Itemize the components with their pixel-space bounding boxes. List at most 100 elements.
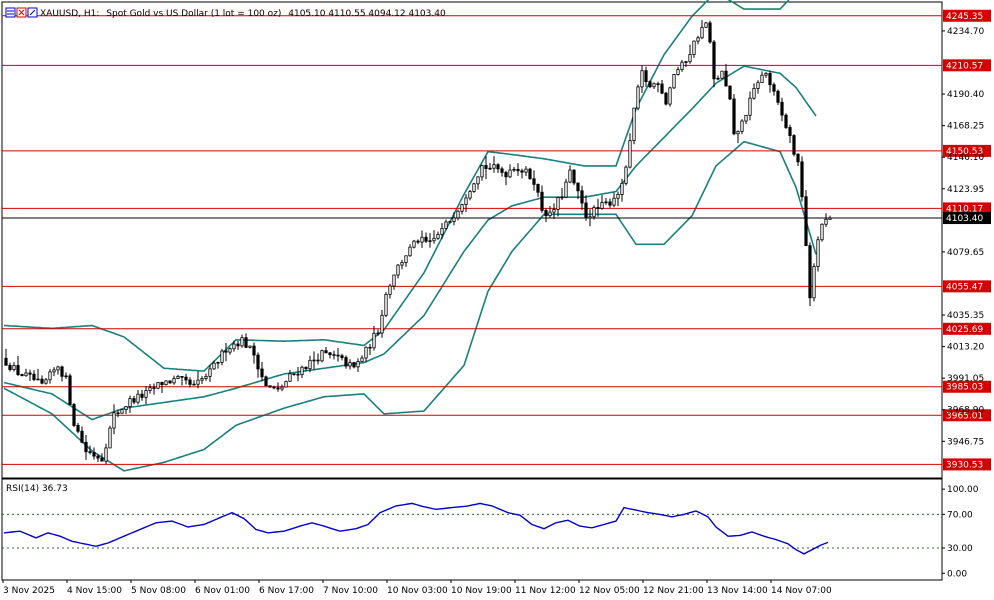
candle — [660, 79, 664, 95]
candle — [336, 347, 340, 362]
candle — [380, 309, 384, 338]
candle — [608, 198, 612, 208]
candle — [24, 368, 28, 377]
candle — [556, 196, 560, 217]
candle — [252, 342, 256, 364]
candle — [136, 390, 140, 405]
rsi-plot-area — [1, 478, 943, 581]
candle — [396, 264, 400, 279]
candle — [680, 59, 684, 72]
candle — [272, 385, 276, 390]
candle — [4, 348, 8, 366]
time-tick-label: 10 Nov 19:00 — [451, 586, 512, 596]
candle — [812, 263, 816, 302]
candle — [796, 153, 800, 167]
price-tick-label: 4168.25 — [947, 122, 984, 132]
candle — [244, 333, 248, 348]
time-tick-label: 13 Nov 14:00 — [707, 586, 768, 596]
candle — [480, 164, 484, 181]
time-tick-label: 7 Nov 10:00 — [323, 586, 378, 596]
price-tick-label: 4123.95 — [947, 185, 984, 195]
candle — [364, 346, 368, 363]
candle — [440, 222, 444, 240]
level-price-tag — [943, 380, 991, 393]
candle — [644, 66, 648, 87]
candle — [452, 212, 456, 226]
candle — [668, 86, 672, 107]
svg-text:XAUUSD, H1: Spot Gold vs: XAUUSD, H1: Spot Gold vs US Dollar (1 lo… — [40, 9, 446, 19]
candle — [808, 242, 812, 307]
candle — [340, 353, 344, 361]
time-tick-label: 5 Nov 08:00 — [131, 586, 186, 596]
candle — [628, 133, 632, 169]
chart-header: XAUUSD, H1: Spot Gold vs US Dollar (1 lo… — [5, 7, 446, 494]
time-tick-label: 3 Nov 2025 — [3, 586, 55, 596]
candle — [260, 361, 264, 382]
candle — [584, 195, 588, 221]
candle — [344, 355, 348, 369]
candle — [60, 365, 64, 382]
candle — [604, 198, 608, 205]
time-tick-label: 6 Nov 17:00 — [259, 586, 314, 596]
candle — [20, 373, 24, 377]
candle — [588, 209, 592, 227]
time-tick-label: 6 Nov 01:00 — [195, 586, 250, 596]
candle — [140, 389, 144, 401]
candle — [420, 230, 424, 248]
candle — [204, 373, 208, 381]
candle — [32, 370, 36, 382]
candle — [424, 232, 428, 244]
candle — [476, 176, 480, 190]
level-price-tag — [943, 9, 991, 22]
candle — [712, 39, 716, 88]
candle — [456, 209, 460, 221]
candle — [684, 60, 688, 68]
candle — [100, 453, 104, 462]
level-price-label: 3930.53 — [946, 460, 983, 470]
candle — [392, 274, 396, 290]
candle — [44, 377, 48, 385]
candle — [152, 383, 156, 395]
candle — [52, 367, 56, 377]
price-tick-label: 3991.05 — [947, 374, 984, 384]
candle — [792, 134, 796, 157]
time-axis: 3 Nov 2025 4 Nov 15:00 5 Nov 08:00 6 Nov 01… — [2, 580, 832, 596]
candle — [320, 349, 324, 363]
candle — [760, 71, 764, 84]
candle — [284, 380, 288, 388]
candle — [280, 384, 284, 392]
symbol-description: Spot Gold vs US Dollar (1 lot = 100 oz) — [106, 9, 281, 19]
candle — [232, 340, 236, 352]
candle — [532, 170, 536, 191]
candle — [212, 360, 216, 370]
candle — [84, 434, 88, 460]
candle — [484, 156, 488, 180]
candle — [756, 80, 760, 94]
candle — [564, 178, 568, 199]
candle — [700, 20, 704, 40]
candle — [736, 130, 740, 144]
chart-mode-icons[interactable] — [5, 7, 38, 18]
candle — [388, 283, 392, 299]
candle — [360, 355, 364, 362]
candle — [576, 182, 580, 200]
candle — [332, 350, 336, 360]
candle — [196, 371, 200, 389]
candle — [8, 362, 12, 372]
candle — [48, 368, 52, 384]
candle — [184, 373, 188, 385]
candle — [80, 426, 84, 444]
level-price-tag — [943, 322, 991, 335]
candle — [444, 219, 448, 230]
rsi-tick-label: 0.00 — [947, 569, 967, 579]
candle — [656, 81, 660, 93]
time-tick-label: 10 Nov 03:00 — [387, 586, 448, 596]
candle — [400, 259, 404, 270]
candle — [676, 66, 680, 76]
candle — [276, 382, 280, 392]
candle — [804, 190, 808, 247]
candle — [648, 80, 652, 89]
bollinger-lower-line — [3, 140, 817, 472]
level-price-label: 3965.01 — [946, 411, 983, 421]
